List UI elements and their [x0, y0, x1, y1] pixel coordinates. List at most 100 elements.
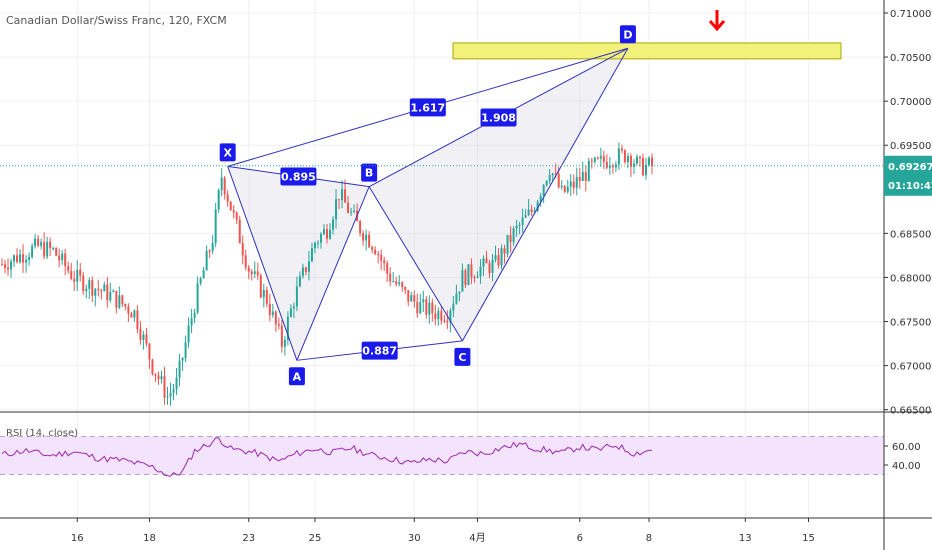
candle [467, 264, 470, 286]
candle [136, 305, 139, 334]
candle [319, 231, 322, 249]
candle [64, 248, 67, 276]
candle [464, 268, 467, 289]
pattern-leg-ab[interactable] [296, 186, 370, 361]
price-tick-label: 0.69500 [890, 141, 931, 152]
ratio-label-xb[interactable]: 0.895 [280, 167, 317, 186]
symbol-title: Canadian Dollar/Swiss Franc, 120, FXCM [6, 14, 227, 27]
candle [295, 276, 298, 312]
candle [359, 219, 362, 237]
candle [175, 367, 178, 396]
candle [61, 250, 64, 265]
pattern-point-d[interactable]: D [619, 25, 636, 44]
candle [374, 246, 377, 256]
candle [605, 154, 608, 170]
candle [52, 246, 55, 251]
candle [109, 282, 112, 303]
candle [383, 256, 386, 271]
candle [253, 261, 256, 278]
candle [40, 238, 43, 250]
candle [428, 295, 431, 324]
candle [380, 249, 383, 271]
candle [473, 274, 476, 283]
candle [542, 183, 545, 204]
candle [298, 271, 301, 288]
candle [515, 219, 518, 237]
pattern-point-a[interactable]: A [288, 367, 305, 386]
candle [560, 180, 563, 190]
candle [488, 259, 491, 279]
candle [599, 147, 602, 167]
candle [151, 358, 154, 376]
pattern-point-c[interactable]: C [454, 347, 471, 366]
candle [67, 261, 70, 274]
candle [368, 231, 371, 249]
candle [10, 258, 13, 278]
candle [524, 208, 527, 218]
candle [332, 216, 335, 235]
price-tick-label: 0.67500 [890, 318, 931, 329]
candle [461, 263, 464, 292]
candle [154, 373, 157, 382]
drawings-overlay[interactable]: 0.895 0.887 1.617 1.908 X A B C D [0, 10, 884, 386]
candle [569, 173, 572, 196]
candle [70, 262, 73, 281]
candle [238, 215, 241, 244]
candle [620, 144, 623, 154]
candle [386, 260, 389, 282]
pattern-leg-bc[interactable] [368, 186, 463, 342]
candle [112, 289, 115, 293]
candle [214, 202, 217, 248]
pattern-leg-xa[interactable] [227, 166, 298, 361]
candle [178, 353, 181, 387]
arrow-down-icon[interactable] [708, 10, 726, 32]
pattern-point-x[interactable]: X [219, 143, 236, 162]
candle [413, 290, 416, 308]
candle [232, 205, 235, 219]
ratio-label-xd[interactable]: 1.617 [409, 98, 446, 117]
candle [437, 307, 440, 326]
time-tick-label: 15 [802, 533, 815, 544]
candle [623, 149, 626, 164]
ratio-label-ac[interactable]: 0.887 [361, 341, 398, 360]
candle [88, 277, 91, 299]
time-tick-label: 23 [242, 533, 255, 544]
candle [205, 245, 208, 271]
candle [434, 304, 437, 326]
candle [602, 150, 605, 170]
candle [563, 185, 566, 194]
candle [19, 249, 22, 264]
candle [578, 167, 581, 189]
candle [419, 294, 422, 315]
candle [590, 157, 593, 169]
candle [316, 240, 319, 249]
candle [283, 335, 286, 356]
candle [395, 276, 398, 287]
candle [187, 317, 190, 348]
current-price-value: 0.69267 [888, 162, 932, 173]
potential-reversal-zone[interactable] [452, 42, 842, 60]
pattern-point-label: C [458, 351, 466, 364]
candle [407, 290, 410, 307]
candle [43, 232, 46, 260]
candle [247, 265, 250, 280]
candle [256, 262, 259, 280]
ratio-label-bd[interactable]: 1.908 [480, 108, 517, 127]
candle [193, 308, 196, 324]
candle [509, 226, 512, 253]
candle [641, 153, 644, 177]
candle [37, 235, 40, 248]
candle [268, 294, 271, 322]
pattern-point-b[interactable]: B [361, 163, 378, 182]
candle [250, 269, 253, 281]
candle [157, 371, 160, 385]
candle [199, 276, 202, 286]
candle [142, 330, 145, 350]
candle [16, 248, 19, 264]
candle [280, 319, 283, 353]
candle [118, 286, 121, 310]
pattern-leg-cd[interactable] [461, 48, 629, 342]
candle [49, 237, 52, 257]
rsi-line [1, 437, 653, 477]
